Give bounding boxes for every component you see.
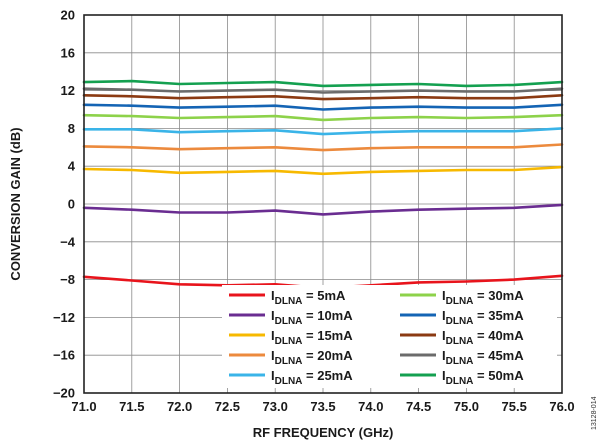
y-tick-label: 20 — [61, 8, 75, 23]
y-tick-label: 0 — [68, 197, 75, 212]
series-line-3 — [82, 165, 564, 176]
y-tick-label: −12 — [53, 310, 75, 325]
x-tick-labels: 71.0 71.5 72.0 72.5 73.0 73.5 74.0 74.5 75.0 75.5… — [71, 399, 574, 414]
x-tick-label: 75.0 — [454, 399, 479, 414]
x-axis-title: RF FREQUENCY (GHz) — [253, 425, 394, 440]
y-axis-title: CONVERSION GAIN (dB) — [8, 127, 23, 280]
series-line-2 — [82, 203, 564, 216]
y-tick-label: −20 — [53, 386, 75, 401]
legend-label: IDLNA = 10mA — [271, 308, 353, 327]
x-tick-label: 73.0 — [263, 399, 288, 414]
y-tick-label: 8 — [68, 121, 75, 136]
y-tick-labels: 20 16 12 8 4 0 −4 −8 −12 −16 −20 — [53, 8, 76, 401]
y-tick-label: −8 — [60, 272, 75, 287]
x-tick-label: 72.0 — [167, 399, 192, 414]
x-tick-label: 71.0 — [71, 399, 96, 414]
series-line-8 — [82, 94, 564, 101]
legend-label: IDLNA = 35mA — [442, 308, 524, 327]
x-tick-label: 72.5 — [215, 399, 240, 414]
x-tick-label: 74.0 — [358, 399, 383, 414]
series-line-6 — [82, 113, 564, 122]
y-tick-label: −16 — [53, 348, 75, 363]
series-line-7 — [82, 103, 564, 111]
x-tick-label: 73.5 — [310, 399, 335, 414]
legend-box — [222, 285, 557, 388]
legend-label: IDLNA = 50mA — [442, 368, 524, 387]
series-line-5 — [82, 127, 564, 136]
legend-label: IDLNA = 25mA — [271, 368, 353, 387]
x-tick-label: 74.5 — [406, 399, 431, 414]
legend-label: IDLNA = 20mA — [271, 348, 353, 367]
series-line-4 — [82, 143, 564, 152]
legend-label: IDLNA = 45mA — [442, 348, 524, 367]
x-tick-label: 75.5 — [502, 399, 527, 414]
legend-label: IDLNA = 15mA — [271, 328, 353, 347]
plot-frame — [83, 14, 563, 394]
legend-label: IDLNA = 5mA — [271, 288, 346, 307]
y-tick-label: 16 — [61, 45, 75, 60]
x-tick-label: 71.5 — [119, 399, 144, 414]
y-tick-label: 4 — [68, 159, 76, 174]
series-line-9 — [82, 87, 564, 94]
figure-id: 13128-014 — [591, 396, 598, 430]
legend-label: IDLNA = 30mA — [442, 288, 524, 307]
y-tick-label: −4 — [60, 234, 76, 249]
x-tick-label: 76.0 — [549, 399, 574, 414]
y-tick-label: 12 — [61, 83, 75, 98]
legend-label: IDLNA = 40mA — [442, 328, 524, 347]
series-line-10 — [82, 79, 564, 88]
